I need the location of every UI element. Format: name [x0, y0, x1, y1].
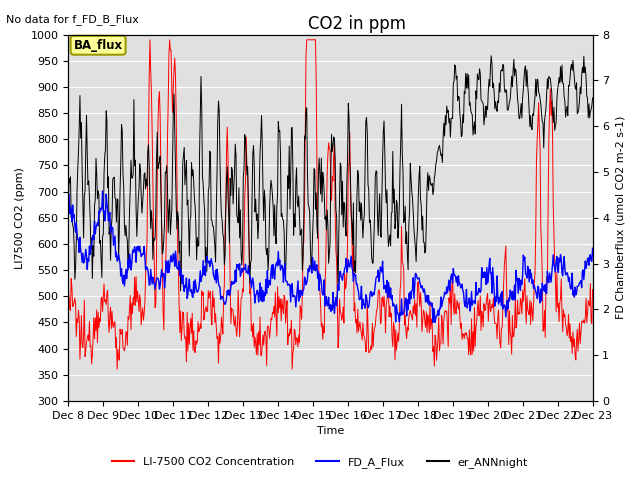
Title: CO2 in ppm: CO2 in ppm [308, 15, 406, 33]
Legend: LI-7500 CO2 Concentration, FD_A_Flux, er_ANNnight: LI-7500 CO2 Concentration, FD_A_Flux, er… [108, 452, 532, 472]
Y-axis label: FD Chamberflux (umol CO2 m-2 s-1): FD Chamberflux (umol CO2 m-2 s-1) [615, 116, 625, 319]
Text: No data for f_FD_B_Flux: No data for f_FD_B_Flux [6, 14, 140, 25]
X-axis label: Time: Time [317, 426, 344, 436]
Text: BA_flux: BA_flux [74, 39, 123, 52]
Y-axis label: LI7500 CO2 (ppm): LI7500 CO2 (ppm) [15, 167, 25, 269]
